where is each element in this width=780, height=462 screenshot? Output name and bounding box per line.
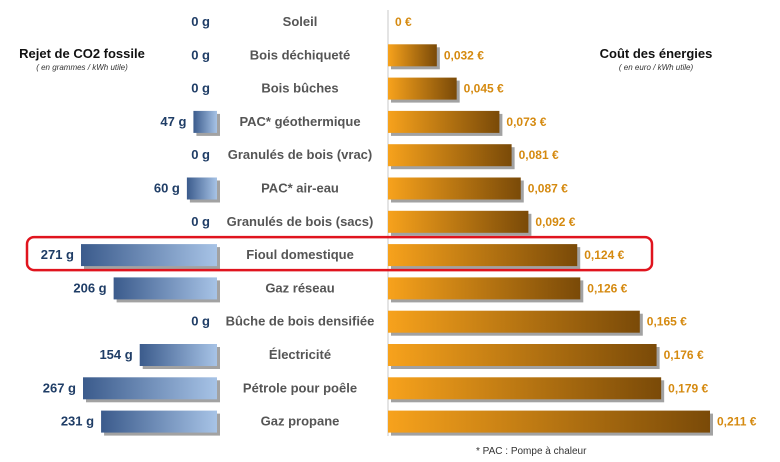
cost-panel-title: Coût des énergies bbox=[599, 46, 713, 61]
category-label: Gaz réseau bbox=[265, 280, 334, 295]
cost-panel-header: Coût des énergies ( en euro / kWh utile) bbox=[582, 46, 730, 72]
co2-bar bbox=[186, 177, 217, 200]
cost-value-label: 0 € bbox=[395, 15, 412, 29]
category-label: Granulés de bois (sacs) bbox=[227, 214, 374, 229]
cost-value-label: 0,124 € bbox=[584, 248, 624, 262]
category-label: Bûche de bois densifiée bbox=[226, 314, 375, 329]
co2-value-label: 267 g bbox=[43, 380, 76, 395]
cost-bar bbox=[388, 277, 581, 300]
cost-panel-subtitle: ( en euro / kWh utile) bbox=[618, 63, 694, 72]
co2-value-label: 271 g bbox=[41, 247, 74, 262]
cost-value-label: 0,045 € bbox=[464, 82, 504, 96]
co2-bar bbox=[113, 277, 217, 300]
co2-value-label: 0 g bbox=[191, 314, 210, 329]
category-label: Granulés de bois (vrac) bbox=[228, 147, 373, 162]
co2-panel-header: Rejet de CO2 fossile ( en grammes / kWh … bbox=[8, 46, 156, 72]
co2-value-label: 231 g bbox=[61, 414, 94, 429]
cost-value-label: 0,176 € bbox=[664, 348, 704, 362]
cost-bar bbox=[388, 344, 657, 366]
cost-bar bbox=[388, 310, 640, 333]
cost-bar bbox=[388, 77, 457, 100]
footnote: * PAC : Pompe à chaleur bbox=[476, 446, 587, 457]
highlight-box bbox=[25, 235, 654, 272]
category-label: PAC* géothermique bbox=[239, 114, 360, 129]
co2-bar bbox=[139, 344, 217, 366]
cost-bar bbox=[388, 177, 521, 200]
cost-value-label: 0,087 € bbox=[528, 182, 568, 196]
category-label: Bois déchiqueté bbox=[250, 47, 350, 62]
cost-value-label: 0,092 € bbox=[535, 215, 575, 229]
cost-bar bbox=[388, 144, 512, 167]
category-label: Bois bûches bbox=[261, 81, 338, 96]
cost-bar bbox=[388, 377, 662, 400]
co2-panel-subtitle: ( en grammes / kWh utile) bbox=[36, 63, 128, 72]
co2-value-label: 154 g bbox=[99, 347, 132, 362]
category-label: PAC* air-eau bbox=[261, 181, 339, 196]
cost-bar bbox=[388, 110, 500, 133]
co2-value-label: 60 g bbox=[154, 181, 180, 196]
co2-value-label: 0 g bbox=[191, 214, 210, 229]
cost-bar bbox=[388, 44, 437, 67]
cost-value-label: 0,073 € bbox=[506, 115, 546, 129]
cost-value-label: 0,179 € bbox=[668, 381, 708, 395]
co2-bar bbox=[81, 244, 217, 267]
cost-value-label: 0,165 € bbox=[647, 315, 687, 329]
co2-value-label: 206 g bbox=[73, 280, 106, 295]
category-label: Pétrole pour poêle bbox=[243, 380, 357, 395]
category-label: Gaz propane bbox=[261, 414, 340, 429]
co2-bar bbox=[83, 377, 217, 400]
cost-value-label: 0,081 € bbox=[519, 148, 559, 162]
co2-value-label: 0 g bbox=[191, 147, 210, 162]
cost-bar bbox=[388, 210, 529, 233]
co2-bar bbox=[193, 110, 217, 133]
co2-bar bbox=[101, 410, 217, 433]
cost-value-label: 0,126 € bbox=[587, 281, 627, 295]
cost-value-label: 0,032 € bbox=[444, 48, 484, 62]
co2-panel-title: Rejet de CO2 fossile bbox=[19, 46, 145, 61]
co2-value-label: 0 g bbox=[191, 47, 210, 62]
co2-value-label: 0 g bbox=[191, 81, 210, 96]
cost-value-label: 0,211 € bbox=[717, 415, 757, 429]
co2-value-label: 0 g bbox=[191, 14, 210, 29]
category-label: Soleil bbox=[283, 14, 318, 29]
category-label: Fioul domestique bbox=[246, 247, 354, 262]
cost-bar bbox=[388, 410, 710, 433]
cost-bar bbox=[388, 244, 578, 267]
co2-value-label: 47 g bbox=[160, 114, 186, 129]
category-label: Électricité bbox=[269, 347, 331, 362]
